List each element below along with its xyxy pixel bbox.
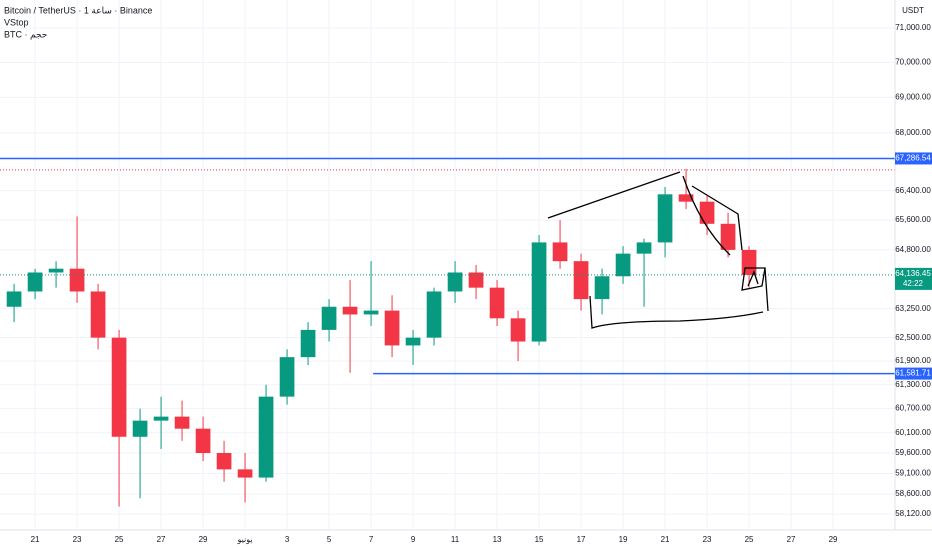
y-tick-label: 64,800.00 <box>895 245 931 254</box>
candle-body <box>6 291 22 307</box>
candle-body <box>132 420 148 437</box>
y-tick-label: 70,000.00 <box>895 58 931 67</box>
drawing-line <box>747 270 759 287</box>
price-label-box <box>895 152 932 165</box>
candle-body <box>27 272 43 292</box>
drawing-curve <box>589 295 764 329</box>
price-label: 61,581.71 <box>895 369 931 378</box>
y-tick-label: 68,000.00 <box>895 128 931 137</box>
candle-body <box>615 253 631 277</box>
y-tick-label: 58,600.00 <box>895 489 931 498</box>
last-price-label: 64,136.45 <box>895 269 931 278</box>
candle-body <box>384 310 400 346</box>
candle-body <box>216 453 232 470</box>
candle-body <box>678 194 694 202</box>
y-tick-label: 61,300.00 <box>895 380 931 389</box>
candle-body <box>342 306 358 315</box>
candle-body <box>153 416 169 421</box>
axes: 71,000.00 70,000.00 69,000.00 68,000.00 66,4… <box>31 23 932 544</box>
candle-body <box>594 276 610 300</box>
candle-body <box>720 223 736 250</box>
y-tick-label: 59,600.00 <box>895 448 931 457</box>
x-tick-label: 3 <box>285 535 290 544</box>
x-tick-label: 27 <box>157 535 166 544</box>
currency-label: USDT <box>902 6 924 15</box>
y-tick-label: 65,600.00 <box>895 215 931 224</box>
drawings <box>547 171 769 329</box>
drawing-curve <box>547 171 681 219</box>
candle-body <box>279 357 295 397</box>
chart-title: Bitcoin / TetherUS · 1 ساعة · Binance <box>4 5 152 15</box>
drawing-line <box>764 267 769 312</box>
x-tick-label: 5 <box>327 535 332 544</box>
candle-body <box>510 318 526 342</box>
candle-body <box>426 291 442 338</box>
x-tick-label: 11 <box>451 535 460 544</box>
candle-body <box>321 306 337 330</box>
x-tick-label: 23 <box>703 535 712 544</box>
x-tick-label: 13 <box>493 535 502 544</box>
candle-body <box>258 396 274 478</box>
x-tick-label: 25 <box>745 535 754 544</box>
y-tick-label: 61,900.00 <box>895 356 931 365</box>
y-tick-label: 69,000.00 <box>895 93 931 102</box>
countdown-label: 42:22 <box>903 279 924 288</box>
y-tick-label: 58,120.00 <box>895 509 931 518</box>
candle-body <box>489 287 505 319</box>
y-tick-label: 60,100.00 <box>895 428 931 437</box>
candle-body <box>531 242 547 342</box>
y-tick-label: 60,700.00 <box>895 404 931 413</box>
candle-body <box>174 416 190 429</box>
x-tick-label: 17 <box>577 535 586 544</box>
indicator-label: VStop <box>4 17 29 27</box>
x-tick-label: 29 <box>199 535 208 544</box>
candle-body <box>552 242 568 262</box>
drawing-line <box>691 185 743 251</box>
candle-body <box>573 261 589 300</box>
candle-body <box>111 337 127 437</box>
drawing-curve <box>682 175 731 256</box>
candle-body <box>636 242 652 254</box>
x-tick-label: 7 <box>369 535 374 544</box>
candle-body <box>48 268 64 273</box>
y-tick-label: 66,400.00 <box>895 186 931 195</box>
candle-body <box>405 337 421 346</box>
x-tick-label: 19 <box>619 535 628 544</box>
candle-body <box>69 268 85 292</box>
x-tick-label: يونيو <box>236 535 252 544</box>
candle-body <box>195 428 211 454</box>
candle-body <box>447 272 463 292</box>
volume-label: BTC · حجم <box>4 29 47 40</box>
x-tick-label: 15 <box>535 535 544 544</box>
x-tick-label: 25 <box>115 535 124 544</box>
x-tick-label: 9 <box>411 535 416 544</box>
y-tick-label: 71,000.00 <box>895 23 931 32</box>
candle-body <box>90 291 106 338</box>
candle-body <box>363 310 379 315</box>
y-tick-label: 63,250.00 <box>895 304 931 313</box>
price-label-box <box>895 367 932 380</box>
candle-body <box>657 194 673 243</box>
x-tick-label: 27 <box>787 535 796 544</box>
x-tick-label: 21 <box>661 535 670 544</box>
plot-area <box>0 0 895 530</box>
x-tick-label: 29 <box>829 535 838 544</box>
price-label: 67,286.54 <box>895 154 931 163</box>
x-tick-label: 21 <box>31 535 40 544</box>
candle-body <box>300 329 316 358</box>
y-tick-label: 62,500.00 <box>895 333 931 342</box>
candle-body <box>468 272 484 288</box>
candle-body <box>237 469 253 478</box>
y-tick-label: 59,100.00 <box>895 469 931 478</box>
x-tick-label: 23 <box>73 535 82 544</box>
candle-body <box>699 201 715 224</box>
last-price-box <box>895 267 932 290</box>
